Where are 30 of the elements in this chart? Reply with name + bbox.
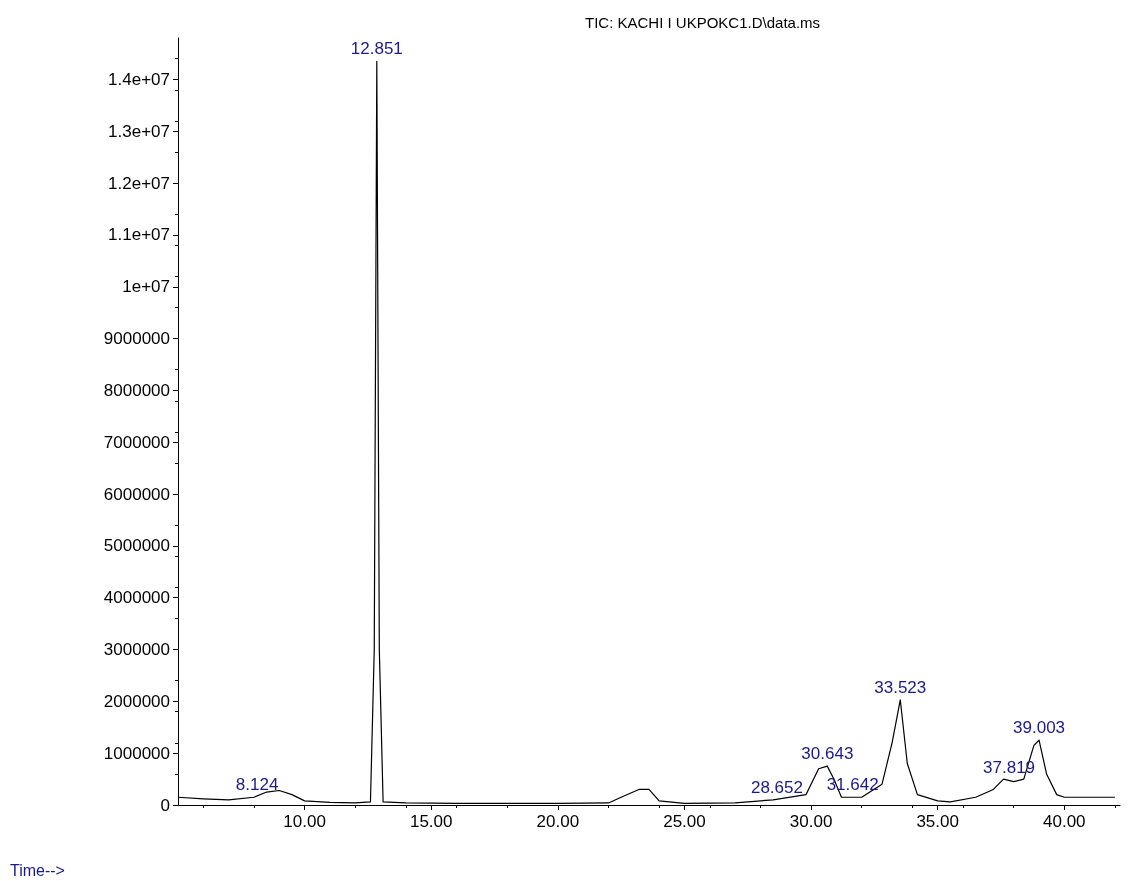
y-tick-label: 1e+07	[122, 277, 170, 297]
x-tick-label: 20.00	[536, 812, 580, 831]
x-tick-label: 25.00	[663, 812, 706, 831]
y-tick-label: 9000000	[103, 329, 170, 349]
x-tick-label: 15.00	[409, 812, 453, 831]
y-tick-label: 4000000	[103, 588, 170, 608]
x-axis-title: Time-->	[10, 861, 65, 879]
x-tick-label: 35.00	[916, 812, 959, 831]
y-tick-label: 5000000	[103, 536, 170, 556]
annotation: 12.851	[350, 39, 403, 59]
y-tick-label: 1.2e+07	[108, 173, 170, 193]
chart-title: TIC: KACHI I UKPOKC1.D\data.ms	[585, 14, 821, 31]
y-tick-label: 1.3e+07	[108, 121, 170, 141]
y-tick-label: 1.1e+07	[108, 225, 170, 245]
y-tick-label: 1.4e+07	[108, 69, 170, 89]
y-tick-label: 3000000	[103, 640, 170, 660]
y-tick-label: 6000000	[103, 484, 170, 504]
annotation: 30.643	[801, 744, 854, 764]
x-tick-label: 30.00	[789, 812, 833, 831]
annotation: 39.003	[1013, 718, 1066, 738]
annotation: 28.652	[750, 777, 803, 797]
y-tick-label: 1000000	[103, 743, 170, 763]
y-tick-label: 0	[160, 795, 170, 815]
annotation: 8.124	[235, 775, 279, 795]
y-tick-label: 7000000	[103, 432, 170, 452]
y-tick-label: 2000000	[103, 691, 170, 711]
annotation: 33.523	[874, 677, 927, 697]
y-tick-label: 8000000	[103, 380, 170, 400]
x-tick-label: 10.00	[283, 812, 326, 831]
x-tick-label: 40.00	[1043, 812, 1086, 831]
